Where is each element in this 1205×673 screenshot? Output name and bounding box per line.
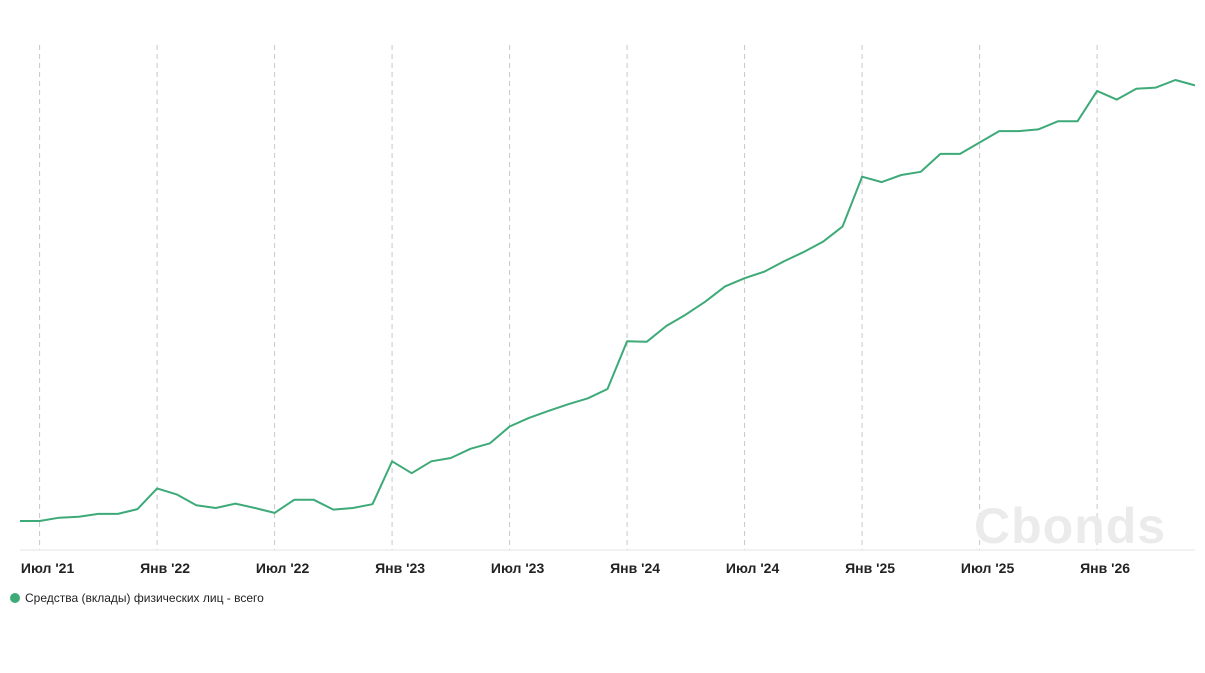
- x-tick-label: Июл '22: [256, 560, 310, 576]
- x-tick-label: Июл '25: [961, 560, 1015, 576]
- x-tick-label: Янв '24: [610, 560, 660, 576]
- series-group: [20, 79, 1196, 522]
- x-tick-label: Июл '24: [726, 560, 780, 576]
- grid-lines: [39, 45, 1098, 550]
- x-tick-label: Янв '25: [845, 560, 895, 576]
- line-chart: Июл '21 Янв '22 Июл '22 Янв '23 Июл '23 Янв '…: [20, 45, 1196, 576]
- x-tick-label: Июл '23: [491, 560, 545, 576]
- legend-label: Средства (вклады) физических лиц - всего: [25, 591, 264, 605]
- x-tick-label: Янв '23: [375, 560, 425, 576]
- legend[interactable]: Средства (вклады) физических лиц - всего: [10, 591, 264, 605]
- x-tick-label: Июл '21: [21, 560, 75, 576]
- series-line[interactable]: [20, 79, 1196, 522]
- legend-marker-icon: [10, 593, 20, 603]
- x-tick-labels: Июл '21 Янв '22 Июл '22 Янв '23 Июл '23 Янв '…: [21, 560, 1130, 576]
- x-tick-label: Янв '22: [140, 560, 190, 576]
- x-tick-label: Янв '26: [1080, 560, 1130, 576]
- watermark-logo: Cbonds: [974, 498, 1166, 554]
